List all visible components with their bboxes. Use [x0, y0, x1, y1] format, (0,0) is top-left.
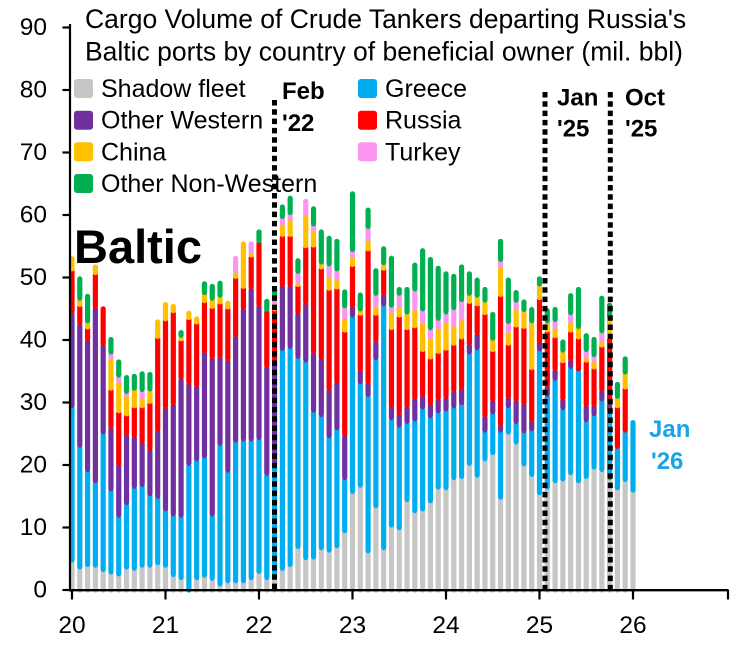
svg-text:50: 50: [20, 264, 47, 291]
svg-text:20: 20: [58, 612, 85, 639]
svg-text:10: 10: [20, 514, 47, 541]
svg-text:24: 24: [432, 612, 459, 639]
svg-text:80: 80: [20, 76, 47, 103]
svg-text:'26: '26: [651, 448, 683, 475]
svg-text:26: 26: [619, 612, 646, 639]
svg-text:Baltic: Baltic: [74, 220, 202, 273]
svg-text:20: 20: [20, 451, 47, 478]
svg-text:0: 0: [33, 576, 47, 603]
svg-text:21: 21: [152, 612, 179, 639]
svg-text:90: 90: [20, 14, 47, 41]
svg-text:70: 70: [20, 139, 47, 166]
svg-text:30: 30: [20, 389, 47, 416]
svg-text:Other Non-Western: Other Non-Western: [101, 170, 317, 198]
svg-text:Shadow fleet: Shadow fleet: [101, 75, 246, 103]
svg-text:'22: '22: [282, 110, 314, 137]
svg-text:40: 40: [20, 326, 47, 353]
svg-text:Jan: Jan: [649, 416, 690, 443]
svg-text:Greece: Greece: [385, 75, 467, 103]
svg-text:Jan: Jan: [557, 85, 598, 112]
svg-text:60: 60: [20, 201, 47, 228]
svg-text:'25: '25: [557, 116, 589, 143]
svg-text:23: 23: [339, 612, 366, 639]
svg-text:Feb: Feb: [282, 78, 325, 105]
svg-text:'25: '25: [625, 116, 657, 143]
svg-text:Oct: Oct: [625, 85, 665, 112]
svg-text:Russia: Russia: [385, 107, 462, 135]
svg-text:22: 22: [245, 612, 272, 639]
svg-text:25: 25: [526, 612, 553, 639]
svg-text:Turkey: Turkey: [385, 138, 461, 166]
svg-text:Cargo Volume of Crude Tankers: Cargo Volume of Crude Tankers departing …: [85, 4, 686, 34]
svg-text:Baltic ports by country of ben: Baltic ports by country of beneficial ow…: [85, 37, 683, 67]
svg-text:Other Western: Other Western: [101, 107, 263, 135]
svg-text:China: China: [101, 138, 166, 166]
